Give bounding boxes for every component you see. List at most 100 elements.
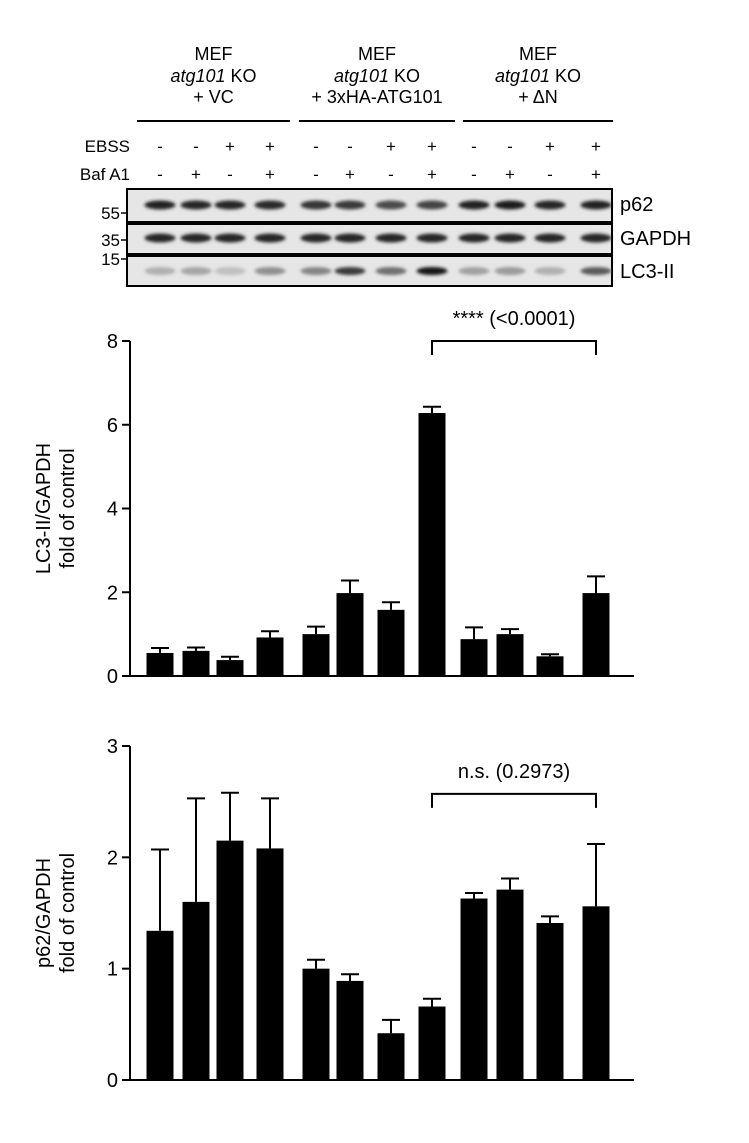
baf-sign: -: [388, 165, 394, 184]
blot-band: [254, 233, 286, 243]
bar: [146, 930, 174, 1080]
y-tick-label: 8: [107, 331, 118, 353]
bar: [418, 1006, 446, 1080]
y-axis-label-line1: p62/GAPDH: [33, 858, 55, 968]
bar: [582, 593, 610, 676]
protein-label: p62: [620, 194, 653, 216]
blot-band: [375, 200, 407, 210]
blot-band: [334, 267, 366, 275]
bar: [182, 901, 210, 1080]
bar: [460, 898, 488, 1080]
y-tick-label: 4: [107, 499, 118, 521]
blot-band: [180, 200, 212, 210]
ebss-sign: +: [591, 137, 601, 156]
baf-sign: -: [547, 165, 553, 184]
blot-band: [494, 267, 526, 275]
blot-band: [534, 233, 566, 243]
bar: [536, 923, 564, 1080]
marker-size: 15: [101, 250, 120, 269]
blot-band: [534, 200, 566, 210]
group-gene-line: atg101 KO: [495, 66, 581, 86]
blot-panel-gapdh: 35 GAPDH: [101, 223, 691, 255]
blot-band: [254, 200, 286, 210]
group-cell-line: MEF: [519, 44, 557, 64]
bar: [418, 413, 446, 676]
baf-sign: +: [427, 165, 437, 184]
significance-bracket: [431, 792, 597, 808]
group-gene-rest: KO: [389, 66, 420, 86]
ebss-sign: -: [157, 137, 163, 156]
blot-band: [494, 233, 526, 243]
group-construct-line: + 3xHA-ATG101: [311, 87, 442, 107]
chart-1: 0 2 4 6 8 LC3-II/GAPDH fold of control **** (<0…: [33, 308, 634, 688]
bar: [496, 634, 524, 676]
group-gene-rest: KO: [550, 66, 581, 86]
significance-bracket: [431, 340, 597, 355]
y-tick-label: 3: [107, 736, 118, 758]
blot-band: [300, 233, 332, 243]
bar: [216, 840, 244, 1080]
blot-membrane: [126, 255, 613, 287]
y-axis-label-line2: fold of control: [57, 448, 79, 568]
group-cell-line: MEF: [358, 44, 396, 64]
baf-sign: -: [227, 165, 233, 184]
blot-band: [300, 267, 332, 275]
baf-sign: +: [505, 165, 515, 184]
condition-rows: EBSS Baf A1 - - + + - - + + - - + + - + - + - + - + - + - +: [80, 137, 601, 184]
y-tick-label: 0: [107, 1070, 118, 1092]
group-construct-line: + VC: [193, 87, 234, 107]
bar: [336, 980, 364, 1080]
ebss-sign: -: [471, 137, 477, 156]
marker-size: 35: [101, 231, 120, 250]
blot-band: [144, 200, 176, 210]
ebss-sign: +: [545, 137, 555, 156]
blot-band: [580, 267, 612, 275]
blot-band: [334, 200, 366, 210]
baf-sign: +: [265, 165, 275, 184]
blot-band: [580, 200, 612, 210]
bar: [377, 609, 405, 676]
blot-band: [300, 200, 332, 210]
y-tick-label: 1: [107, 959, 118, 981]
bar: [377, 1033, 405, 1080]
baf-sign: +: [591, 165, 601, 184]
protein-label: LC3-II: [620, 261, 674, 283]
group-gene-line: atg101 KO: [334, 66, 420, 86]
blot-band: [144, 233, 176, 243]
blot-band: [534, 267, 566, 275]
ebss-sign: +: [225, 137, 235, 156]
bar: [336, 593, 364, 676]
ebss-sign: -: [347, 137, 353, 156]
baf-sign: -: [471, 165, 477, 184]
blot-band: [254, 267, 286, 275]
blot-band: [494, 200, 526, 210]
significance-label: **** (<0.0001): [453, 308, 576, 330]
blot-band: [375, 267, 407, 275]
significance-label: n.s. (0.2973): [458, 761, 570, 783]
blot-band: [144, 267, 176, 275]
blot-band: [458, 200, 490, 210]
bar: [146, 652, 174, 676]
y-axis-label-line1: LC3-II/GAPDH: [33, 443, 55, 574]
group-gene-italic: atg101: [495, 66, 550, 86]
blot-band: [416, 233, 448, 243]
baf-sign: +: [345, 165, 355, 184]
y-tick-label: 2: [107, 582, 118, 604]
ebss-sign: +: [386, 137, 396, 156]
ebss-sign: -: [313, 137, 319, 156]
bar: [496, 889, 524, 1080]
ebss-sign: -: [193, 137, 199, 156]
western-blot: 55 p62 35 GAPDH 15 LC3-II: [101, 188, 691, 287]
bar: [582, 906, 610, 1080]
y-axis-label: LC3-II/GAPDH fold of control: [33, 443, 79, 574]
bar: [302, 634, 330, 676]
bar: [256, 848, 284, 1080]
blot-panel-lc3-ii: 15 LC3-II: [101, 250, 674, 287]
group-gene-rest: KO: [226, 66, 257, 86]
group-gene-italic: atg101: [334, 66, 389, 86]
ebss-label: EBSS: [85, 137, 130, 156]
y-tick-label: 0: [107, 666, 118, 688]
